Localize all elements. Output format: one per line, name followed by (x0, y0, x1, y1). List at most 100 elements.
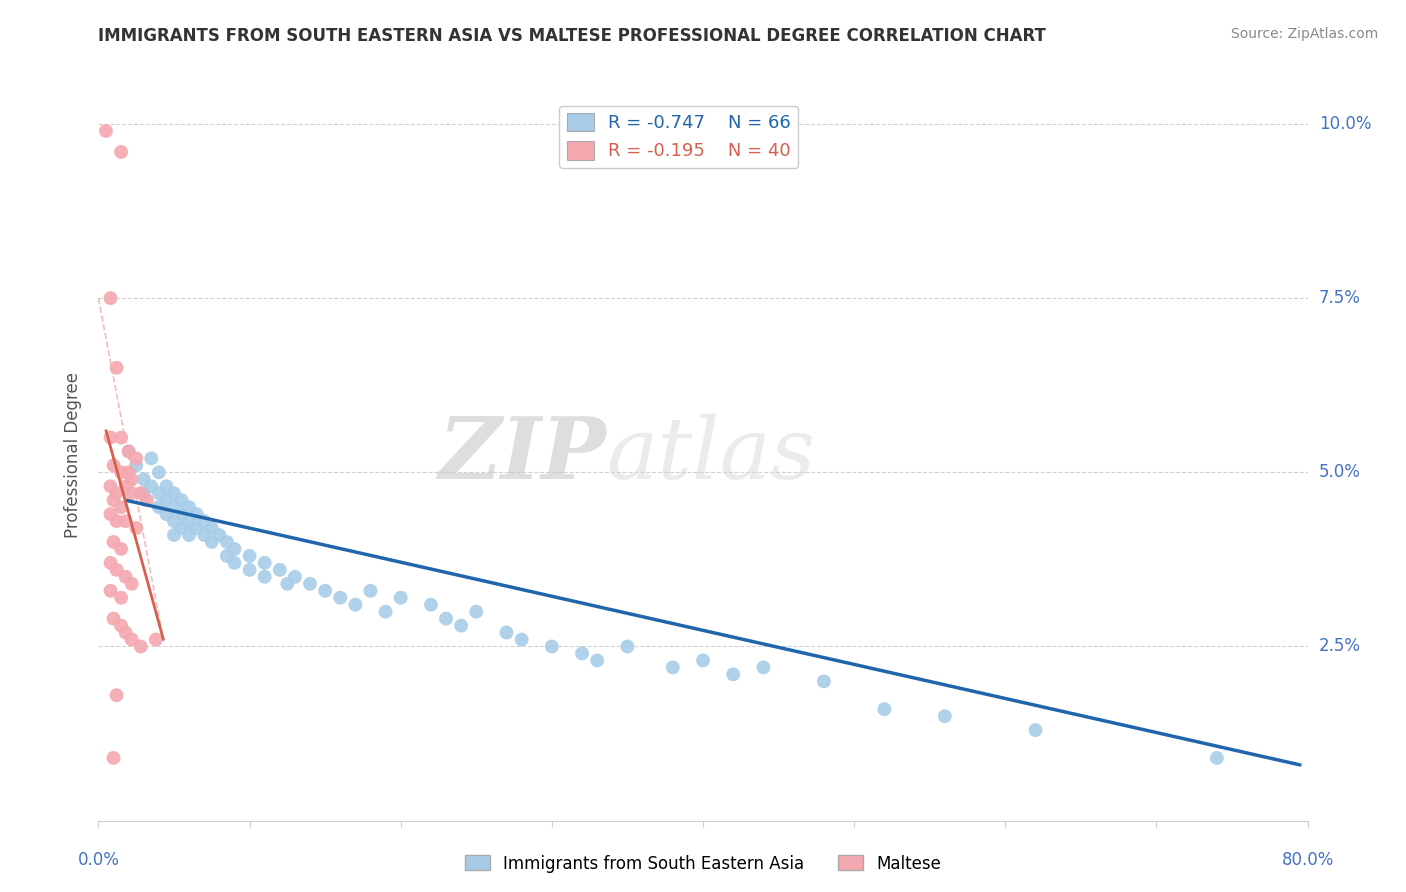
Point (389, 591, 412, 605)
Point (148, 466, 170, 480)
Point (148, 500, 170, 515)
Point (135, 493, 157, 508)
Point (224, 556, 246, 570)
Point (201, 535, 224, 549)
Text: 5.0%: 5.0% (1319, 463, 1361, 482)
Point (434, 612, 457, 626)
Y-axis label: Professional Degree: Professional Degree (65, 372, 83, 538)
Text: 2.5%: 2.5% (1319, 638, 1361, 656)
Point (145, 632, 167, 647)
Point (661, 660, 683, 674)
Point (186, 507, 208, 521)
Point (1024, 723, 1046, 737)
Point (100, 430, 122, 444)
Point (114, 570, 136, 584)
Text: 0.0%: 0.0% (77, 851, 120, 869)
Point (155, 493, 177, 508)
Point (103, 535, 125, 549)
Point (103, 612, 125, 626)
Point (224, 541, 246, 556)
Point (170, 493, 193, 508)
Point (495, 625, 517, 640)
Point (163, 486, 186, 500)
Point (118, 444, 141, 458)
Point (141, 479, 163, 493)
Point (177, 528, 201, 542)
Point (616, 640, 638, 654)
Point (110, 541, 132, 556)
Text: 7.5%: 7.5% (1319, 289, 1361, 307)
Point (163, 500, 186, 515)
Point (155, 507, 177, 521)
Point (110, 430, 132, 444)
Text: ZIP: ZIP (439, 413, 606, 497)
Point (132, 472, 155, 486)
Point (114, 625, 136, 640)
Point (163, 528, 186, 542)
Point (129, 640, 152, 654)
Text: Source: ZipAtlas.com: Source: ZipAtlas.com (1230, 27, 1378, 41)
Point (163, 514, 186, 528)
Point (110, 500, 132, 515)
Text: 10.0%: 10.0% (1319, 115, 1371, 133)
Point (132, 486, 155, 500)
Point (129, 486, 152, 500)
Point (239, 563, 262, 577)
Point (121, 486, 143, 500)
Point (100, 291, 122, 305)
Point (141, 451, 163, 466)
Text: atlas: atlas (606, 414, 815, 496)
Point (125, 521, 148, 535)
Point (125, 458, 148, 473)
Point (1206, 751, 1229, 765)
Point (94, 124, 117, 138)
Point (118, 466, 141, 480)
Point (118, 444, 141, 458)
Point (253, 570, 276, 584)
Point (721, 667, 744, 681)
Point (692, 653, 714, 667)
Point (110, 591, 132, 605)
Point (100, 507, 122, 521)
Point (813, 674, 835, 689)
Point (177, 514, 201, 528)
Point (374, 605, 396, 619)
Point (934, 709, 956, 723)
Point (269, 563, 291, 577)
Point (170, 521, 193, 535)
Text: 80.0%: 80.0% (1281, 851, 1334, 869)
Point (110, 618, 132, 632)
Point (121, 472, 143, 486)
Point (239, 549, 262, 563)
Legend: Immigrants from South Eastern Asia, Maltese: Immigrants from South Eastern Asia, Malt… (458, 848, 948, 880)
Point (100, 583, 122, 598)
Point (299, 576, 322, 591)
Point (360, 583, 382, 598)
Point (253, 556, 276, 570)
Point (105, 360, 128, 375)
Point (465, 605, 488, 619)
Point (121, 576, 143, 591)
Point (103, 751, 125, 765)
Point (170, 507, 193, 521)
Point (186, 521, 208, 535)
Point (100, 479, 122, 493)
Point (586, 653, 609, 667)
Point (571, 647, 593, 661)
Point (103, 458, 125, 473)
Point (155, 479, 177, 493)
Point (208, 528, 231, 542)
Point (105, 563, 128, 577)
Point (284, 570, 307, 584)
Point (314, 583, 336, 598)
Point (873, 702, 896, 716)
Point (105, 486, 128, 500)
Point (193, 528, 215, 542)
Point (114, 514, 136, 528)
Point (125, 451, 148, 466)
Point (419, 598, 441, 612)
Point (201, 521, 224, 535)
Point (103, 493, 125, 508)
Point (148, 486, 170, 500)
Point (510, 632, 533, 647)
